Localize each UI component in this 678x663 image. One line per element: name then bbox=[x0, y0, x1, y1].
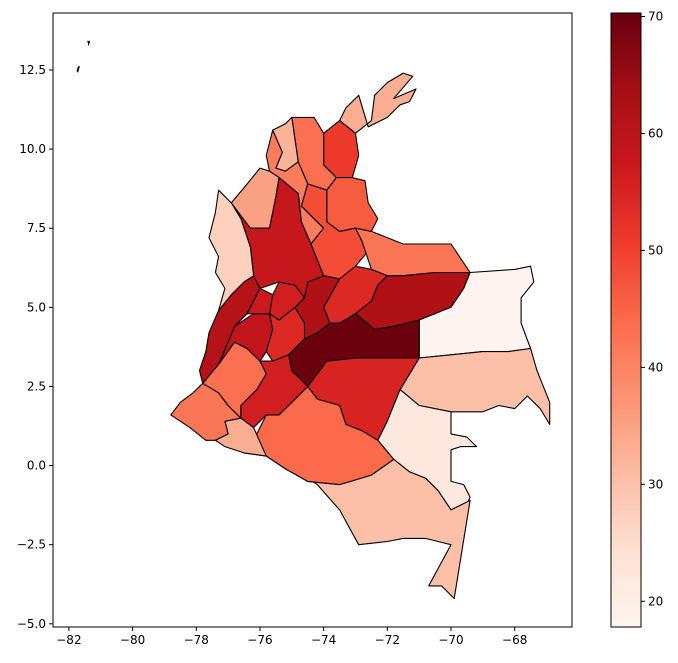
y-tick-label: −5.0 bbox=[17, 617, 46, 631]
colorbar-tick-label: 50 bbox=[648, 243, 663, 257]
x-tick-label: −70 bbox=[438, 633, 463, 647]
y-tick-label: 0.0 bbox=[27, 459, 46, 473]
y-tick-label: 2.5 bbox=[27, 379, 46, 393]
map-axes-frame bbox=[52, 12, 573, 628]
y-tick-label: 5.0 bbox=[27, 300, 46, 314]
x-tick-label: −80 bbox=[120, 633, 145, 647]
island-1 bbox=[76, 66, 80, 73]
colorbar-tick-label: 20 bbox=[648, 594, 663, 608]
colorbar-tick-label: 60 bbox=[648, 126, 663, 140]
x-tick-label: −72 bbox=[375, 633, 400, 647]
x-tick-label: −82 bbox=[56, 633, 81, 647]
y-axis-ticks: −5.0 −2.5 0.0 2.5 5.0 7.5 10.0 12.5 bbox=[17, 63, 53, 631]
y-tick-label: 12.5 bbox=[19, 63, 46, 77]
map-regions bbox=[76, 40, 551, 600]
x-tick-label: −76 bbox=[247, 633, 272, 647]
colorbar-tick-label: 40 bbox=[648, 360, 663, 374]
y-tick-label: −2.5 bbox=[17, 538, 46, 552]
x-tick-label: −78 bbox=[184, 633, 209, 647]
region-28 bbox=[246, 287, 274, 315]
x-tick-label: −74 bbox=[311, 633, 336, 647]
y-tick-label: 10.0 bbox=[19, 142, 46, 156]
colorbar bbox=[610, 12, 642, 628]
colorbar-tick-label: 70 bbox=[648, 10, 663, 24]
island-2 bbox=[87, 40, 91, 47]
region-30 bbox=[208, 189, 255, 312]
colorbar-tick-label: 30 bbox=[648, 477, 663, 491]
y-tick-label: 7.5 bbox=[27, 221, 46, 235]
x-axis-ticks: −82 −80 −78 −76 −74 −72 −70 −68 bbox=[56, 627, 527, 647]
colorbar-ticks: 20 30 40 50 60 70 bbox=[641, 10, 663, 608]
region-22 bbox=[240, 354, 309, 429]
x-tick-label: −68 bbox=[502, 633, 527, 647]
